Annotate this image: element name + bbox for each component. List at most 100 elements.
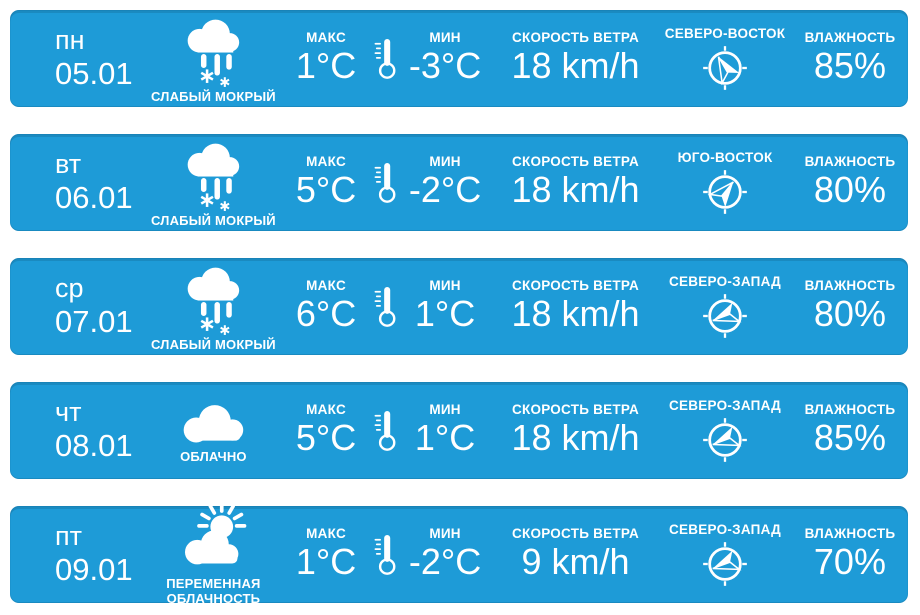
thermometer-icon xyxy=(374,411,396,451)
wind-direction-block: СЕВЕРО-ЗАПАД xyxy=(658,274,792,339)
wind-speed-value: 18 km/h xyxy=(511,169,640,211)
wind-speed-value: 18 km/h xyxy=(511,417,640,459)
forecast-row: вт 06.01 СЛАБЫЙ МОКРЫЙ МАКС 5° xyxy=(10,134,908,231)
day-block: ср 07.01 xyxy=(10,272,148,339)
wind-speed-label: СКОРОСТЬ ВЕТРА xyxy=(511,402,639,418)
cloud-icon xyxy=(184,405,244,443)
wind-direction-block: ЮГО-ВОСТОК xyxy=(658,150,792,215)
max-temp-label: МАКС xyxy=(306,526,346,542)
humidity-value: 85% xyxy=(813,417,886,459)
wind-speed-block: СКОРОСТЬ ВЕТРА 18 km/h xyxy=(493,30,658,87)
min-temp-label: МИН xyxy=(429,30,461,46)
cloud-sleet-icon xyxy=(188,19,240,88)
humidity-block: ВЛАЖНОСТЬ 80% xyxy=(792,278,908,335)
min-temp-label: МИН xyxy=(429,526,461,542)
max-temp-value: 5°C xyxy=(295,417,357,459)
humidity-block: ВЛАЖНОСТЬ 85% xyxy=(792,30,908,87)
condition-label: ОБЛАЧНО xyxy=(180,449,247,465)
day-name: пн xyxy=(55,24,85,55)
humidity-label: ВЛАЖНОСТЬ xyxy=(804,30,896,46)
wind-direction-label: СЕВЕРО-ЗАПАД xyxy=(669,273,781,289)
max-temp-value: 6°C xyxy=(295,293,357,335)
wind-speed-label: СКОРОСТЬ ВЕТРА xyxy=(511,526,639,542)
temperature-block: МАКС 1°C МИН -2°C xyxy=(278,526,492,583)
humidity-block: ВЛАЖНОСТЬ 70% xyxy=(792,526,908,583)
max-temp-label: МАКС xyxy=(306,30,346,46)
condition-label: ПЕРЕМЕННАЯ ОБЛАЧНОСТЬ xyxy=(166,575,261,606)
min-temp-value: -3°C xyxy=(408,45,482,87)
max-temp-value: 1°C xyxy=(295,541,357,583)
wind-direction-label: СЕВЕРО-ЗАПАД xyxy=(669,397,781,413)
wind-arrow xyxy=(707,181,734,208)
min-temp-label: МИН xyxy=(429,402,461,418)
day-name: чт xyxy=(55,396,82,427)
humidity-label: ВЛАЖНОСТЬ xyxy=(804,402,896,418)
cloud-sleet-icon xyxy=(188,143,240,212)
day-date: 07.01 xyxy=(55,303,133,339)
thermometer-icon xyxy=(374,287,396,327)
wind-speed-label: СКОРОСТЬ ВЕТРА xyxy=(511,154,639,170)
forecast-row: пн 05.01 СЛАБЫЙ МОКРЫЙ МАКС 1° xyxy=(10,10,908,107)
wind-direction-label: СЕВЕРО-ВОСТОК xyxy=(664,25,786,41)
condition-block: ОБЛАЧНО xyxy=(148,396,278,464)
wind-speed-block: СКОРОСТЬ ВЕТРА 18 km/h xyxy=(493,402,658,459)
temperature-block: МАКС 6°C МИН 1°C xyxy=(278,278,492,335)
day-name: ср xyxy=(55,272,84,303)
humidity-value: 85% xyxy=(813,45,886,87)
day-name: вт xyxy=(55,148,82,179)
condition-label: СЛАБЫЙ МОКРЫЙ xyxy=(150,213,276,229)
day-date: 09.01 xyxy=(55,551,133,587)
condition-block: СЛАБЫЙ МОКРЫЙ xyxy=(148,260,278,352)
min-temp-label: МИН xyxy=(429,278,461,294)
min-temp-value: -2°C xyxy=(408,541,482,583)
humidity-value: 80% xyxy=(813,169,886,211)
day-block: пн 05.01 xyxy=(10,24,148,91)
day-block: пт 09.01 xyxy=(10,520,148,587)
forecast-row: ср 07.01 СЛАБЫЙ МОКРЫЙ МАКС 6° xyxy=(10,258,908,355)
wind-speed-block: СКОРОСТЬ ВЕТРА 18 km/h xyxy=(493,154,658,211)
thermometer-icon xyxy=(374,535,396,575)
cloud-sleet-icon xyxy=(188,267,240,336)
day-name: пт xyxy=(55,520,82,551)
wind-direction-block: СЕВЕРО-ЗАПАД xyxy=(658,522,792,587)
humidity-label: ВЛАЖНОСТЬ xyxy=(804,154,896,170)
humidity-value: 80% xyxy=(813,293,886,335)
wind-speed-value: 9 km/h xyxy=(521,541,630,583)
wind-arrow xyxy=(712,550,742,571)
compass-icon xyxy=(703,46,747,90)
forecast-row: чт 08.01 ОБЛАЧНО МАКС 5°C МИН xyxy=(10,382,908,479)
thermometer-icon xyxy=(374,163,396,203)
temperature-block: МАКС 1°C МИН -3°C xyxy=(278,30,492,87)
max-temp-value: 1°C xyxy=(295,45,357,87)
max-temp-value: 5°C xyxy=(295,169,357,211)
min-temp-label: МИН xyxy=(429,154,461,170)
sun-cloud-icon xyxy=(185,502,247,565)
humidity-label: ВЛАЖНОСТЬ xyxy=(804,278,896,294)
humidity-value: 70% xyxy=(813,541,886,583)
compass-icon xyxy=(703,170,747,214)
condition-block: СЛАБЫЙ МОКРЫЙ xyxy=(148,12,278,104)
condition-block: СЛАБЫЙ МОКРЫЙ xyxy=(148,136,278,228)
wind-speed-value: 18 km/h xyxy=(511,293,640,335)
min-temp-value: 1°C xyxy=(414,417,476,459)
max-temp-label: МАКС xyxy=(306,402,346,418)
condition-label: СЛАБЫЙ МОКРЫЙ xyxy=(150,337,276,353)
wind-speed-label: СКОРОСТЬ ВЕТРА xyxy=(511,30,639,46)
wind-direction-label: СЕВЕРО-ЗАПАД xyxy=(669,521,781,537)
day-date: 08.01 xyxy=(55,427,133,463)
thermometer-icon xyxy=(374,39,396,79)
condition-block: ПЕРЕМЕННАЯ ОБЛАЧНОСТЬ xyxy=(148,502,278,607)
wind-speed-value: 18 km/h xyxy=(511,45,640,87)
condition-label: СЛАБЫЙ МОКРЫЙ xyxy=(150,89,276,105)
temperature-block: МАКС 5°C МИН -2°C xyxy=(278,154,492,211)
day-block: вт 06.01 xyxy=(10,148,148,215)
day-block: чт 08.01 xyxy=(10,396,148,463)
day-date: 06.01 xyxy=(55,179,133,215)
wind-direction-block: СЕВЕРО-ЗАПАД xyxy=(658,398,792,463)
max-temp-label: МАКС xyxy=(306,278,346,294)
min-temp-value: 1°C xyxy=(414,293,476,335)
wind-speed-label: СКОРОСТЬ ВЕТРА xyxy=(511,278,639,294)
humidity-block: ВЛАЖНОСТЬ 80% xyxy=(792,154,908,211)
humidity-label: ВЛАЖНОСТЬ xyxy=(804,526,896,542)
